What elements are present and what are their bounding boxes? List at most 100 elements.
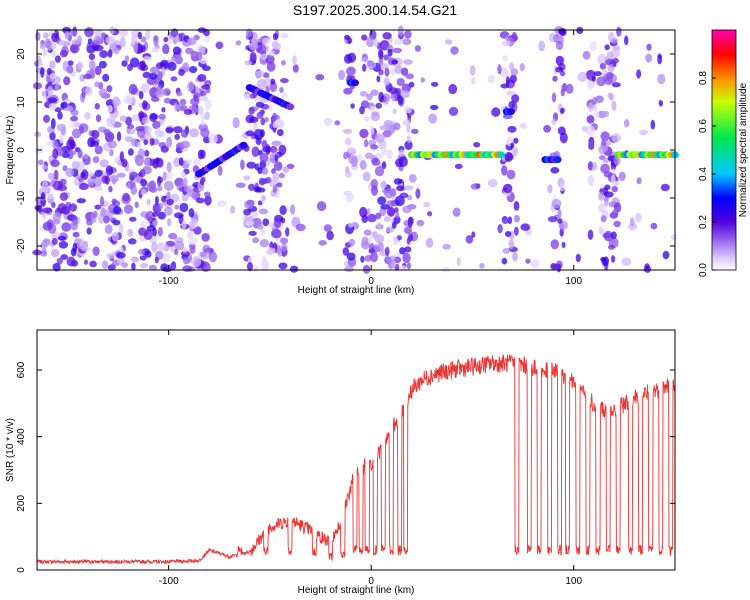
- spectrogram-cell: [129, 182, 134, 190]
- spectrogram-cell: [235, 182, 246, 188]
- spectrogram-cell: [318, 240, 327, 246]
- spectrogram-cell: [508, 239, 514, 250]
- spectrogram-cell: [168, 232, 178, 240]
- spectrogram-cell: [402, 252, 411, 264]
- spectrogram-cell: [188, 66, 198, 74]
- spectrogram-cell: [543, 125, 551, 133]
- spectrogram-cell: [375, 133, 385, 143]
- spectrogram-cell: [364, 255, 372, 262]
- spectrogram-cell: [274, 119, 285, 129]
- spectrogram-cell: [76, 198, 87, 204]
- spectrogram-cell: [131, 138, 138, 147]
- spectrogram-cell: [70, 247, 77, 257]
- spectrogram-cell: [344, 266, 354, 272]
- spectrogram-cell: [85, 86, 93, 96]
- spectrogram-cell: [112, 96, 120, 107]
- spectrogram-cell: [56, 257, 63, 265]
- spectrogram-cell: [598, 191, 605, 201]
- spectrogram-cell: [37, 60, 43, 67]
- spectrogram-cell: [235, 40, 242, 46]
- spectrogram-cell: [531, 259, 540, 269]
- spectrogram-cell: [604, 76, 613, 86]
- spectrogram-cell: [398, 149, 405, 157]
- spectrogram-cell: [264, 117, 269, 123]
- spectrogram-cell: [248, 107, 255, 115]
- spectrogram-cell: [116, 131, 122, 142]
- spectrogram-cell: [167, 163, 172, 173]
- spectrogram-cell: [415, 188, 421, 199]
- spectrogram-cell: [78, 123, 89, 133]
- spectrogram-cell: [281, 243, 288, 252]
- spectrogram-cell: [66, 139, 76, 150]
- spectrogram-cell: [502, 183, 513, 194]
- spectrogram-cell: [98, 60, 107, 69]
- spectrogram-cell: [560, 89, 565, 97]
- spectrogram-cell: [366, 208, 371, 217]
- spectrogram-cell: [408, 173, 417, 183]
- spectrogram-cell: [101, 260, 109, 270]
- spectrogram-cell: [183, 109, 193, 115]
- spectrogram-cell: [592, 96, 598, 105]
- spectrogram-cell: [445, 39, 453, 45]
- spectrogram-cell: [180, 129, 189, 138]
- spectrogram-cell: [361, 57, 369, 63]
- spectrogram-cell: [133, 42, 139, 53]
- spectrogram-cell: [504, 231, 512, 237]
- spectrogram-cell: [560, 70, 566, 77]
- spectrogram-cell: [166, 136, 173, 148]
- spectrogram-cell: [94, 204, 102, 210]
- spectrogram-cell: [170, 76, 178, 82]
- spectrogram-cell: [512, 251, 519, 262]
- spectrogram-cell: [253, 186, 262, 193]
- spectrogram-cell: [359, 90, 368, 97]
- spectrogram-cell: [94, 28, 103, 39]
- spectrogram-cell: [58, 241, 69, 249]
- spectrogram-cell: [99, 196, 105, 208]
- spectrogram-cell: [128, 238, 137, 245]
- spectrogram-cell: [660, 183, 670, 192]
- spectrogram-cell: [174, 133, 180, 140]
- y-tick-label: 200: [16, 495, 27, 512]
- spectrogram-cell: [403, 59, 413, 65]
- spectrogram-cell: [105, 36, 116, 45]
- spectrogram-cell: [149, 66, 160, 74]
- spectrogram-cell: [454, 163, 463, 170]
- spectrogram-cell: [386, 149, 393, 160]
- spectrogram-cell: [91, 129, 100, 139]
- spectrogram-cell: [160, 145, 169, 153]
- spectrogram-feature: [553, 156, 562, 164]
- spectrogram-cell: [366, 93, 373, 101]
- spectrogram-cell: [202, 244, 211, 254]
- spectrogram-cell: [551, 118, 557, 126]
- spectrogram-cell: [40, 67, 45, 78]
- spectrogram-cell: [386, 226, 395, 233]
- snr-panel: -100 0 100 0 200 400 600 Height of straight lin…: [5, 329, 676, 596]
- spectrogram-cell: [392, 235, 399, 245]
- spectrogram-cell: [369, 105, 375, 112]
- spectrogram-cell: [243, 208, 252, 216]
- spectrogram-cell: [465, 235, 474, 244]
- snr-frame: [36, 329, 676, 571]
- spectrogram-cell: [94, 103, 100, 110]
- spectrogram-cell: [64, 31, 70, 40]
- spectrogram-cell: [399, 192, 409, 199]
- spectrogram-cell: [581, 126, 588, 132]
- spectrogram-cell: [53, 169, 59, 180]
- spectrogram-cell: [127, 148, 134, 156]
- spectrogram-cell: [41, 164, 49, 170]
- spectrogram-cell: [342, 128, 353, 134]
- spectrogram-cell: [650, 222, 658, 230]
- spectrogram-cell: [161, 195, 167, 203]
- spectrogram-cell: [346, 252, 356, 261]
- spectrogram-cell: [106, 85, 113, 93]
- spectrogram-cell: [66, 65, 74, 74]
- spectrogram-cell: [173, 102, 179, 112]
- spectrogram-cell: [186, 37, 197, 46]
- spectrogram-cell: [507, 216, 513, 225]
- spectrogram-cell: [374, 166, 385, 177]
- spectrogram-cell: [144, 250, 152, 258]
- spectrogram-cell: [657, 73, 666, 85]
- spectrogram-cell: [404, 29, 412, 39]
- spectrogram-cell: [87, 177, 95, 187]
